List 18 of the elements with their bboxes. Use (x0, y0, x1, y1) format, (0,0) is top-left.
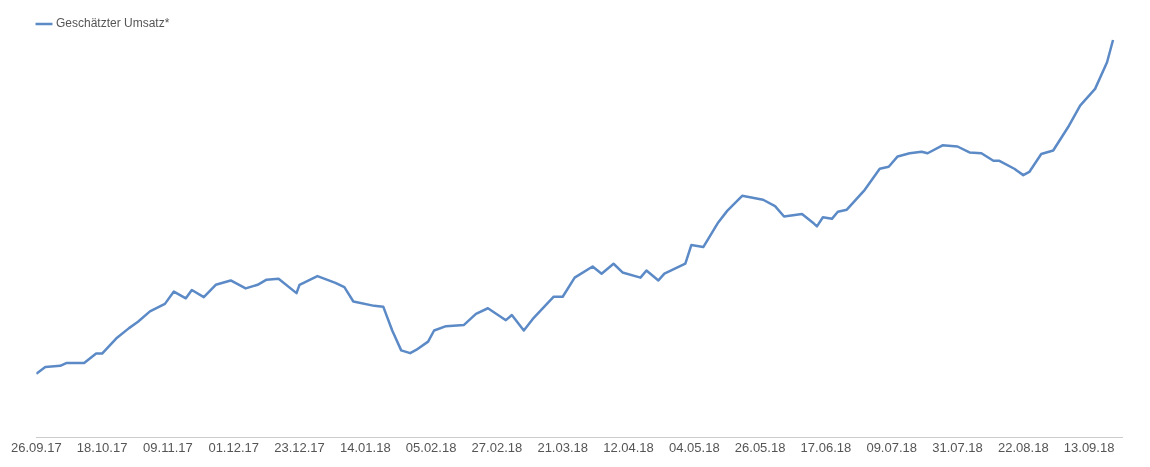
x-tick-label: 27.02.18 (471, 439, 523, 455)
x-tick-label: 05.02.18 (405, 439, 457, 455)
x-tick-label: 21.03.18 (537, 439, 589, 455)
x-tick-label: 04.05.18 (669, 439, 720, 455)
x-tick-label: 26.09.17 (11, 439, 62, 455)
x-tick-label: 13.09.18 (1063, 439, 1115, 455)
x-tick-label: 09.07.18 (866, 439, 918, 455)
x-tick-label: 18.10.17 (76, 439, 128, 455)
x-tick-label: 12.04.18 (603, 439, 654, 455)
x-tick-label: 14.01.18 (340, 439, 391, 455)
x-tick-label: 17.06.18 (800, 439, 852, 455)
x-tick-label: 23.12.17 (274, 439, 325, 455)
legend-label: Geschätzter Umsatz* (56, 16, 170, 31)
x-tick-label: 01.12.17 (208, 439, 260, 455)
x-tick-label: 31.07.18 (932, 439, 983, 455)
x-tick-label: 09.11.17 (143, 439, 193, 455)
x-tick-label: 22.08.18 (998, 439, 1049, 455)
x-tick-label: 26.05.18 (734, 439, 786, 455)
